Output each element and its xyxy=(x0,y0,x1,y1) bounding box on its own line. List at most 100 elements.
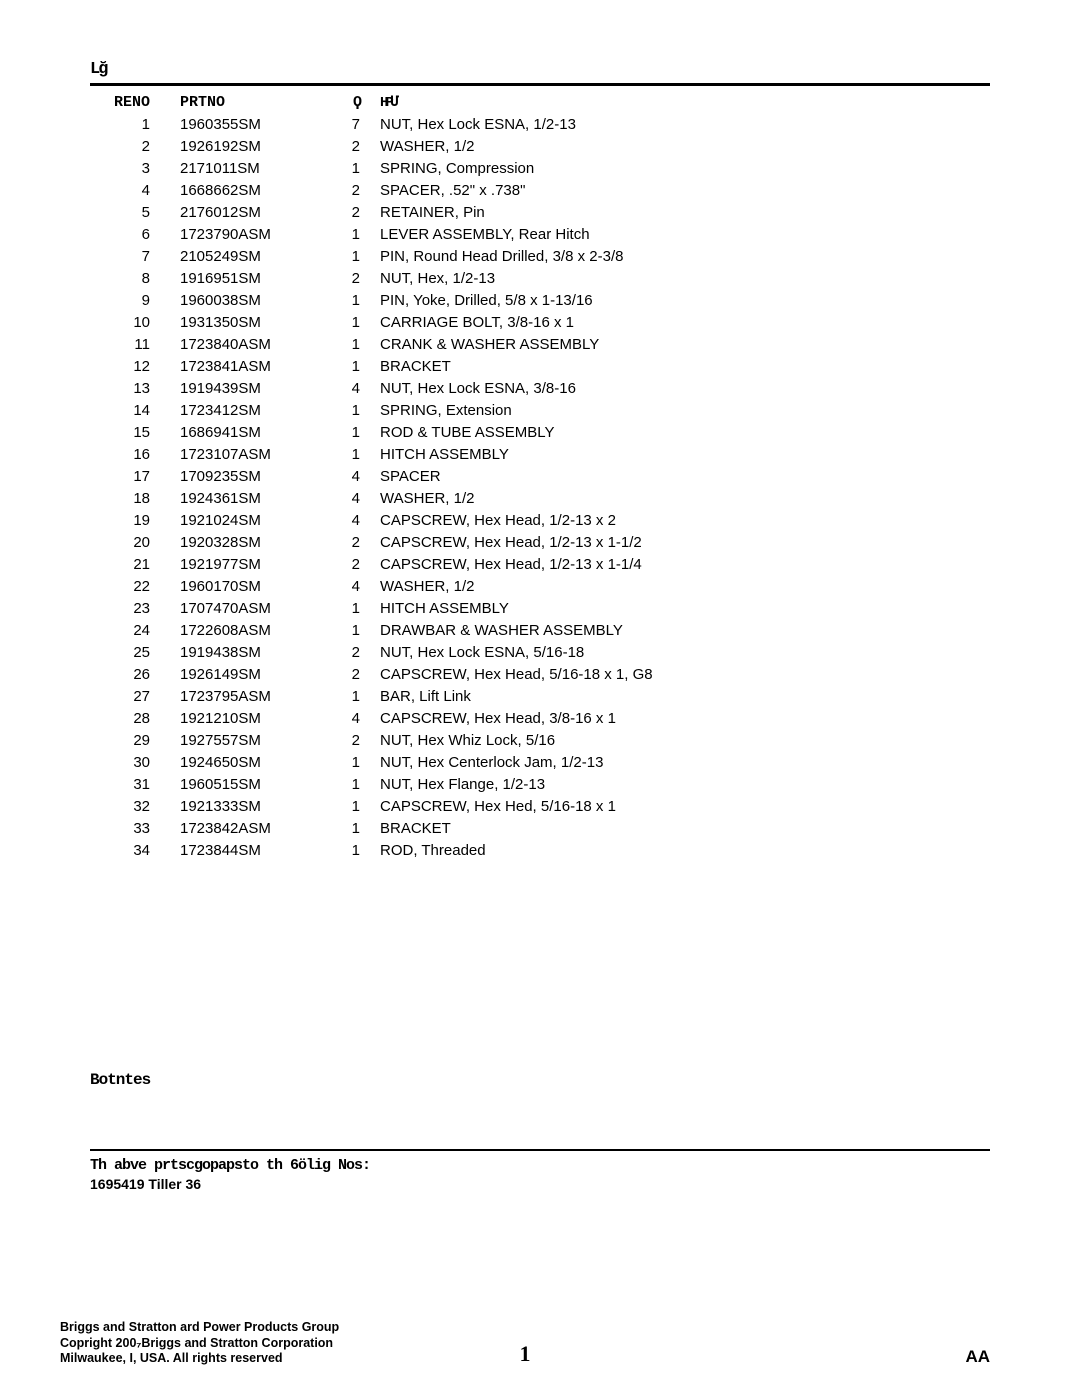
table-row: 111723840ASM1CRANK & WASHER ASSEMBLY xyxy=(90,333,990,355)
cell-desc: CAPSCREW, Hex Head, 3/8-16 x 1 xyxy=(380,707,990,729)
cell-qty: 1 xyxy=(320,157,380,179)
cell-ref: 19 xyxy=(90,509,180,531)
cell-part: 1723844SM xyxy=(180,839,320,861)
cell-part: 2176012SM xyxy=(180,201,320,223)
table-row: 211921977SM2CAPSCREW, Hex Head, 1/2-13 x… xyxy=(90,553,990,575)
cell-part: 1723790ASM xyxy=(180,223,320,245)
cell-ref: 2 xyxy=(90,135,180,157)
table-row: 181924361SM4WASHER, 1/2 xyxy=(90,487,990,509)
cell-desc: NUT, Hex Whiz Lock, 5/16 xyxy=(380,729,990,751)
cell-ref: 28 xyxy=(90,707,180,729)
cell-desc: SPRING, Compression xyxy=(380,157,990,179)
divider-bottom xyxy=(90,1149,990,1151)
cell-desc: CARRIAGE BOLT, 3/8-16 x 1 xyxy=(380,311,990,333)
cell-ref: 13 xyxy=(90,377,180,399)
table-row: 191921024SM4CAPSCREW, Hex Head, 1/2-13 x… xyxy=(90,509,990,531)
cell-desc: PIN, Round Head Drilled, 3/8 x 2-3/8 xyxy=(380,245,990,267)
parts-table: RENO PRTNO Ϙ HPՄ 11960355SM7NUT, Hex Loc… xyxy=(90,92,990,861)
cell-part: 1668662SM xyxy=(180,179,320,201)
cell-part: 1921210SM xyxy=(180,707,320,729)
cell-qty: 1 xyxy=(320,289,380,311)
cell-qty: 1 xyxy=(320,773,380,795)
cell-desc: NUT, Hex Centerlock Jam, 1/2-13 xyxy=(380,751,990,773)
cell-part: 1709235SM xyxy=(180,465,320,487)
cell-part: 1924650SM xyxy=(180,751,320,773)
page-footer: Briggs and Stratton ard Power Products G… xyxy=(60,1320,990,1367)
table-row: 91960038SM1PIN, Yoke, Drilled, 5/8 x 1-1… xyxy=(90,289,990,311)
applicable-line: Th abve prtscgopapsto th 6ölig Nos: xyxy=(90,1157,990,1174)
cell-desc: DRAWBAR & WASHER ASSEMBLY xyxy=(380,619,990,641)
cell-ref: 30 xyxy=(90,751,180,773)
cell-part: 1960038SM xyxy=(180,289,320,311)
cell-part: 1960355SM xyxy=(180,113,320,135)
cell-part: 2105249SM xyxy=(180,245,320,267)
cell-part: 1686941SM xyxy=(180,421,320,443)
cell-ref: 7 xyxy=(90,245,180,267)
cell-part: 1919438SM xyxy=(180,641,320,663)
table-row: 72105249SM1PIN, Round Head Drilled, 3/8 … xyxy=(90,245,990,267)
cell-part: 1926192SM xyxy=(180,135,320,157)
cell-qty: 4 xyxy=(320,487,380,509)
cell-qty: 1 xyxy=(320,795,380,817)
table-row: 341723844SM1ROD, Threaded xyxy=(90,839,990,861)
cell-desc: WASHER, 1/2 xyxy=(380,575,990,597)
cell-qty: 1 xyxy=(320,333,380,355)
table-row: 131919439SM4NUT, Hex Lock ESNA, 3/8-16 xyxy=(90,377,990,399)
cell-part: 1919439SM xyxy=(180,377,320,399)
cell-ref: 34 xyxy=(90,839,180,861)
cell-ref: 11 xyxy=(90,333,180,355)
cell-part: 1960170SM xyxy=(180,575,320,597)
cell-qty: 2 xyxy=(320,729,380,751)
cell-desc: CAPSCREW, Hex Head, 1/2-13 x 1-1/2 xyxy=(380,531,990,553)
cell-ref: 21 xyxy=(90,553,180,575)
cell-ref: 16 xyxy=(90,443,180,465)
cell-ref: 17 xyxy=(90,465,180,487)
cell-qty: 1 xyxy=(320,751,380,773)
cell-desc: CAPSCREW, Hex Head, 1/2-13 x 2 xyxy=(380,509,990,531)
cell-ref: 33 xyxy=(90,817,180,839)
cell-qty: 1 xyxy=(320,443,380,465)
cell-qty: 4 xyxy=(320,575,380,597)
cell-part: 1921977SM xyxy=(180,553,320,575)
cell-qty: 1 xyxy=(320,399,380,421)
cell-part: 1723795ASM xyxy=(180,685,320,707)
cell-ref: 14 xyxy=(90,399,180,421)
cell-qty: 1 xyxy=(320,839,380,861)
cell-part: 1931350SM xyxy=(180,311,320,333)
cell-ref: 26 xyxy=(90,663,180,685)
table-row: 331723842ASM1BRACKET xyxy=(90,817,990,839)
cell-ref: 9 xyxy=(90,289,180,311)
cell-ref: 23 xyxy=(90,597,180,619)
cell-qty: 1 xyxy=(320,311,380,333)
cell-ref: 4 xyxy=(90,179,180,201)
cell-ref: 10 xyxy=(90,311,180,333)
table-row: 81916951SM2NUT, Hex, 1/2-13 xyxy=(90,267,990,289)
cell-part: 1926149SM xyxy=(180,663,320,685)
table-row: 61723790ASM1LEVER ASSEMBLY, Rear Hitch xyxy=(90,223,990,245)
cell-desc: BAR, Lift Link xyxy=(380,685,990,707)
table-row: 41668662SM2SPACER, .52" x .738" xyxy=(90,179,990,201)
cell-part: 1920328SM xyxy=(180,531,320,553)
cell-desc: SPACER, .52" x .738" xyxy=(380,179,990,201)
divider-top xyxy=(90,83,990,86)
cell-ref: 32 xyxy=(90,795,180,817)
cell-desc: WASHER, 1/2 xyxy=(380,135,990,157)
cell-desc: CAPSCREW, Hex Head, 5/16-18 x 1, G8 xyxy=(380,663,990,685)
cell-part: 1916951SM xyxy=(180,267,320,289)
cell-part: 1723107ASM xyxy=(180,443,320,465)
cell-part: 1927557SM xyxy=(180,729,320,751)
cell-ref: 27 xyxy=(90,685,180,707)
col-desc: HPՄ xyxy=(380,92,990,113)
table-row: 21926192SM2WASHER, 1/2 xyxy=(90,135,990,157)
cell-desc: CAPSCREW, Hex Hed, 5/16-18 x 1 xyxy=(380,795,990,817)
cell-desc: NUT, Hex Lock ESNA, 5/16-18 xyxy=(380,641,990,663)
table-row: 251919438SM2NUT, Hex Lock ESNA, 5/16-18 xyxy=(90,641,990,663)
col-qty: Ϙ xyxy=(320,92,380,113)
cell-part: 1924361SM xyxy=(180,487,320,509)
cell-desc: ROD, Threaded xyxy=(380,839,990,861)
footer-line1: Briggs and Stratton ard Power Products G… xyxy=(60,1320,990,1336)
cell-qty: 1 xyxy=(320,619,380,641)
cell-qty: 2 xyxy=(320,267,380,289)
cell-ref: 31 xyxy=(90,773,180,795)
footnotes-label: Botntes xyxy=(90,1071,990,1089)
